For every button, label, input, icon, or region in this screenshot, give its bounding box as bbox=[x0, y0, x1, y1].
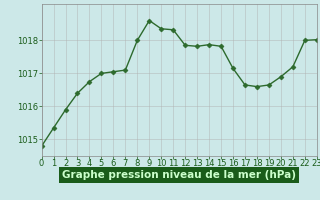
X-axis label: Graphe pression niveau de la mer (hPa): Graphe pression niveau de la mer (hPa) bbox=[62, 170, 296, 180]
